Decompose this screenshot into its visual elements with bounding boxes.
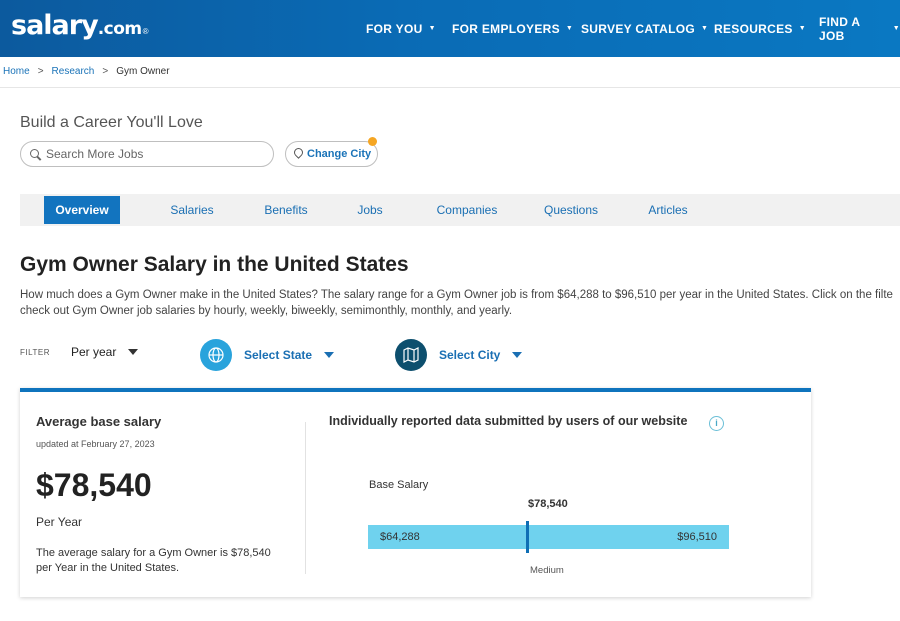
range-high: $96,510: [677, 531, 717, 543]
median-marker: [526, 521, 530, 553]
base-salary-label: Base Salary: [369, 479, 429, 491]
salary-period: Per Year: [36, 515, 83, 529]
nav-find-a-job[interactable]: FIND A JOB ▼: [819, 0, 900, 57]
nav-label: RESOURCES: [714, 21, 793, 36]
range-low: $64,288: [380, 531, 420, 543]
nav-label: SURVEY CATALOG: [581, 21, 695, 36]
globe-icon: [200, 339, 232, 371]
nav-label: FIND A JOB: [819, 14, 860, 43]
breadcrumb-separator: >: [102, 66, 109, 77]
nav-survey-catalog[interactable]: SURVEY CATALOG ▼: [581, 0, 708, 57]
search-input[interactable]: [46, 147, 256, 161]
reported-data-title: Individually reported data submitted by …: [329, 414, 688, 428]
info-icon[interactable]: i: [709, 416, 724, 431]
medium-label: Medium: [530, 565, 564, 576]
period-value: Per year: [71, 345, 117, 359]
breadcrumb-separator: >: [37, 66, 44, 77]
tab-jobs[interactable]: Jobs: [357, 203, 383, 217]
divider: [0, 87, 900, 88]
notification-dot: [368, 137, 377, 146]
average-base-salary-label: Average base salary: [36, 414, 162, 429]
caret-down-icon: ▼: [892, 25, 900, 32]
nav-label: FOR EMPLOYERS: [452, 21, 560, 36]
caret-down-icon: ▼: [798, 25, 806, 32]
breadcrumb: Home > Research > Gym Owner: [3, 66, 170, 77]
select-city-dropdown[interactable]: Select City: [395, 339, 523, 371]
nav-label: FOR YOU: [366, 21, 423, 36]
caret-down-icon: [128, 349, 139, 355]
search-box[interactable]: [20, 141, 274, 167]
breadcrumb-current: Gym Owner: [116, 66, 170, 77]
breadcrumb-home[interactable]: Home: [3, 66, 30, 77]
breadcrumb-research[interactable]: Research: [51, 66, 95, 77]
median-salary-value: $78,540: [528, 498, 568, 510]
logo-registered: ®: [142, 27, 149, 36]
card-divider: [305, 422, 306, 574]
caret-down-icon: ▼: [428, 25, 436, 32]
map-icon: [395, 339, 427, 371]
tab-overview[interactable]: Overview: [44, 196, 120, 224]
tab-benefits[interactable]: Benefits: [264, 203, 308, 217]
filter-label: FILTER: [20, 348, 50, 357]
change-city-label: Change City: [307, 148, 372, 160]
logo-tld: .com: [97, 19, 142, 39]
salary-card: Average base salary updated at February …: [20, 388, 811, 597]
description-line-2: check out Gym Owner job salaries by hour…: [20, 304, 513, 317]
tab-articles[interactable]: Articles: [648, 203, 688, 217]
nav-for-employers[interactable]: FOR EMPLOYERS ▼: [452, 0, 573, 57]
updated-date: updated at February 27, 2023: [36, 439, 155, 449]
salary-range-bar: $64,288 $96,510: [368, 521, 729, 553]
tab-companies[interactable]: Companies: [436, 203, 498, 217]
nav-resources[interactable]: RESOURCES ▼: [714, 0, 806, 57]
page-description: How much does a Gym Owner make in the Un…: [20, 288, 900, 319]
location-pin-icon: [294, 148, 303, 160]
caret-down-icon: ▼: [701, 25, 709, 32]
caret-down-icon: ▼: [565, 25, 574, 32]
logo-main: salary: [11, 10, 99, 41]
select-state-label: Select State: [244, 348, 313, 362]
nav-for-you[interactable]: FOR YOU ▼: [366, 0, 436, 57]
page-title: Gym Owner Salary in the United States: [20, 253, 409, 276]
select-state-dropdown[interactable]: Select State: [200, 339, 335, 371]
tagline: Build a Career You'll Love: [20, 114, 203, 131]
tab-salaries[interactable]: Salaries: [170, 203, 214, 217]
change-city-button[interactable]: Change City: [285, 141, 378, 167]
tab-questions[interactable]: Questions: [543, 203, 599, 217]
select-city-label: Select City: [439, 348, 501, 362]
salary-summary: The average salary for a Gym Owner is $7…: [36, 547, 271, 574]
period-dropdown[interactable]: Per year: [71, 345, 139, 359]
caret-down-icon: [512, 352, 523, 358]
site-header: salary .com ® FOR YOU ▼ FOR EMPLOYERS ▼ SU…: [0, 0, 900, 57]
caret-down-icon: [324, 352, 335, 358]
salary-logo[interactable]: salary .com ®: [11, 10, 149, 46]
average-salary-amount: $78,540: [36, 467, 152, 503]
tab-bar: Overview Salaries Benefits Jobs Companie…: [20, 194, 900, 226]
search-icon: [30, 148, 41, 160]
description-line-1: How much does a Gym Owner make in the Un…: [20, 289, 893, 301]
